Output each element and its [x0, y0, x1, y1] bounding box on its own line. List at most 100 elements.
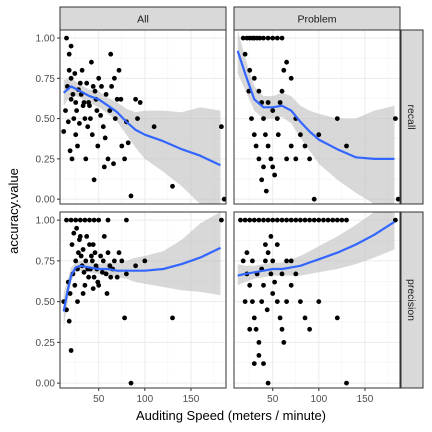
data-point: [261, 282, 266, 288]
data-point: [89, 132, 95, 138]
data-point: [84, 234, 90, 239]
data-point: [82, 282, 88, 288]
data-point: [108, 274, 114, 280]
data-point: [251, 75, 257, 81]
data-point: [112, 75, 117, 81]
data-point: [109, 84, 114, 89]
data-point: [133, 96, 139, 102]
data-point: [279, 326, 285, 332]
data-point: [68, 217, 74, 223]
data-point: [251, 361, 257, 366]
data-point: [72, 71, 78, 76]
data-point: [89, 59, 94, 65]
strip-background: [59, 6, 227, 31]
data-point: [298, 217, 303, 223]
data-point: [94, 108, 100, 113]
data-point: [265, 380, 271, 386]
data-point: [257, 35, 263, 41]
y-tick-label: 1.00: [36, 34, 56, 45]
confidence-band: [237, 212, 395, 286]
data-point: [100, 124, 106, 130]
data-point: [268, 271, 274, 277]
data-point: [277, 100, 283, 105]
data-point: [307, 156, 312, 162]
data-point: [82, 116, 88, 121]
x-tick-label: 100: [137, 394, 154, 405]
data-point: [92, 88, 98, 94]
data-point: [99, 84, 104, 89]
data-point: [270, 164, 276, 170]
data-point: [344, 143, 349, 149]
data-point: [64, 217, 69, 223]
data-point: [95, 279, 101, 285]
data-point: [119, 143, 125, 149]
data-point: [261, 164, 266, 170]
y-tick-label: 0.75: [36, 256, 56, 267]
data-point: [334, 116, 340, 121]
data-point: [321, 217, 326, 223]
confidence-band: [63, 78, 221, 204]
data-point: [90, 242, 96, 248]
data-point: [250, 258, 255, 264]
data-point: [73, 132, 79, 138]
data-point: [268, 156, 274, 162]
data-point: [170, 183, 175, 189]
data-point: [274, 242, 280, 248]
data-point: [75, 143, 80, 149]
x-tick-label: 100: [311, 394, 328, 405]
data-point: [73, 258, 79, 264]
data-point: [272, 172, 277, 178]
data-point: [108, 51, 114, 57]
data-point: [219, 217, 224, 223]
data-point: [288, 143, 294, 149]
data-point: [83, 156, 89, 162]
data-point: [103, 92, 109, 97]
data-point: [86, 274, 91, 280]
data-point: [270, 108, 276, 113]
data-point: [170, 315, 175, 321]
data-point: [68, 75, 74, 81]
data-point: [87, 242, 92, 248]
x-tick-label: 150: [183, 394, 200, 405]
data-point: [256, 353, 262, 358]
strip-background: [400, 211, 424, 389]
y-tick-label: 0.50: [36, 114, 56, 125]
strip-row-recall: recall: [400, 29, 424, 205]
data-point: [122, 156, 127, 162]
data-point: [66, 67, 72, 73]
data-point: [151, 124, 157, 130]
data-point: [90, 286, 96, 291]
data-point: [240, 35, 246, 41]
data-point: [107, 263, 113, 269]
data-point: [261, 35, 266, 41]
panels-layer: 0.00 0.25 0.50 0.75 1.00 0.00 0.25 0.50 0.75 1.00…: [36, 6, 424, 405]
data-point: [256, 88, 262, 94]
panel-problem-precision: 50 100 150: [233, 211, 401, 405]
data-point: [263, 258, 268, 264]
data-point: [247, 282, 253, 288]
data-point: [100, 258, 106, 264]
y-tick-label: 0.50: [36, 297, 56, 308]
data-point: [105, 217, 111, 223]
data-point: [66, 51, 72, 57]
data-point: [112, 116, 118, 121]
data-point: [307, 217, 312, 223]
smooth-line: [237, 220, 396, 277]
data-point: [284, 217, 289, 223]
smooth-line: [62, 246, 221, 312]
data-point: [71, 230, 77, 236]
y-tick-label: 0.00: [36, 379, 56, 390]
data-point: [93, 263, 99, 269]
data-point: [80, 291, 86, 296]
data-point: [334, 315, 340, 321]
panel-border: [59, 211, 227, 389]
data-point: [90, 84, 96, 89]
data-point: [69, 242, 75, 248]
data-point: [77, 217, 83, 223]
data-point: [288, 217, 294, 223]
data-point: [264, 307, 270, 313]
data-point: [87, 217, 92, 223]
data-point: [92, 250, 98, 256]
data-point: [118, 96, 124, 102]
y-tick-label: 0.25: [36, 338, 56, 349]
